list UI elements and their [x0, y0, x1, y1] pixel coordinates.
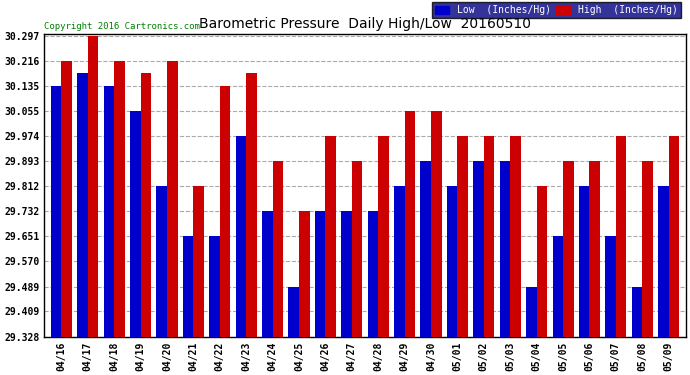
Bar [183, 236, 193, 337]
Bar [589, 161, 600, 337]
Bar [246, 74, 257, 337]
Bar [404, 111, 415, 337]
Bar [88, 36, 99, 337]
Bar [447, 186, 457, 337]
Title: Barometric Pressure  Daily High/Low  20160510: Barometric Pressure Daily High/Low 20160… [199, 17, 531, 32]
Bar [299, 211, 310, 337]
Bar [315, 211, 326, 337]
Bar [378, 136, 389, 337]
Bar [262, 211, 273, 337]
Bar [457, 136, 468, 337]
Bar [77, 74, 88, 337]
Bar [288, 286, 299, 337]
Bar [394, 186, 404, 337]
Bar [431, 111, 442, 337]
Bar [605, 236, 616, 337]
Bar [61, 61, 72, 337]
Bar [368, 211, 378, 337]
Bar [141, 74, 151, 337]
Bar [526, 286, 537, 337]
Bar [193, 186, 204, 337]
Bar [130, 111, 141, 337]
Bar [473, 161, 484, 337]
Bar [342, 211, 352, 337]
Bar [579, 186, 589, 337]
Bar [273, 161, 283, 337]
Bar [352, 161, 362, 337]
Bar [236, 136, 246, 337]
Bar [511, 136, 521, 337]
Bar [642, 161, 653, 337]
Bar [220, 86, 230, 337]
Bar [326, 136, 336, 337]
Text: Copyright 2016 Cartronics.com: Copyright 2016 Cartronics.com [44, 22, 200, 31]
Legend: Low  (Inches/Hg), High  (Inches/Hg): Low (Inches/Hg), High (Inches/Hg) [432, 3, 681, 18]
Bar [104, 86, 115, 337]
Bar [616, 136, 627, 337]
Bar [115, 61, 125, 337]
Bar [209, 236, 220, 337]
Bar [537, 186, 547, 337]
Bar [658, 186, 669, 337]
Bar [553, 236, 563, 337]
Bar [500, 161, 511, 337]
Bar [420, 161, 431, 337]
Bar [563, 161, 573, 337]
Bar [157, 186, 167, 337]
Bar [669, 136, 679, 337]
Bar [167, 61, 177, 337]
Bar [51, 86, 61, 337]
Bar [484, 136, 495, 337]
Bar [632, 286, 642, 337]
